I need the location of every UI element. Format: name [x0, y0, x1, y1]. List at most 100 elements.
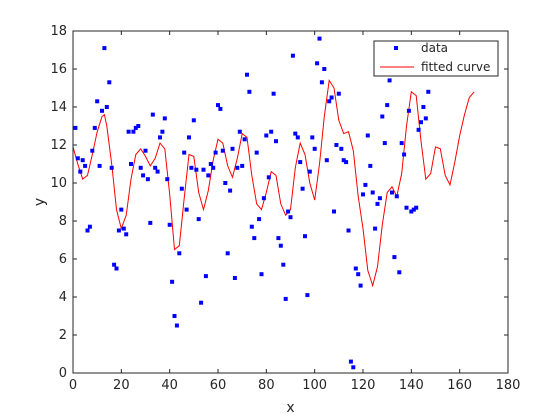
data-point — [303, 234, 307, 239]
plot-area — [73, 31, 508, 373]
data-point — [327, 99, 332, 104]
data-point — [121, 226, 126, 231]
data-point — [322, 67, 327, 71]
data-point — [240, 163, 245, 168]
y-tick-label: 0 — [59, 366, 67, 381]
data-point — [312, 146, 317, 151]
data-point — [290, 53, 295, 58]
data-point — [385, 103, 390, 108]
fitted-curve-line — [72, 78, 475, 288]
data-point — [100, 108, 104, 113]
data-point — [102, 46, 107, 51]
data-point — [421, 105, 426, 109]
y-tick-label: 4 — [59, 290, 67, 305]
data-point — [191, 118, 196, 123]
data-point — [220, 148, 225, 153]
data-point — [404, 205, 409, 210]
data-point — [286, 209, 291, 214]
data-point — [218, 106, 223, 111]
x-tick-label: 40 — [161, 378, 178, 393]
data-point — [416, 127, 421, 132]
data-point — [87, 224, 92, 229]
data-point — [361, 192, 365, 197]
data-point — [172, 314, 177, 318]
x-tick-label: 20 — [113, 378, 130, 393]
legend-data-marker — [394, 46, 398, 50]
data-point — [414, 205, 419, 210]
data-point — [370, 190, 375, 195]
y-tick-label: 6 — [59, 252, 67, 267]
data-point — [419, 120, 423, 125]
data-point — [426, 89, 431, 94]
data-point — [196, 217, 201, 222]
data-point — [274, 139, 278, 144]
data-point — [397, 270, 402, 275]
data-point — [174, 323, 179, 328]
data-points-layer — [73, 36, 431, 370]
y-tick-label: 18 — [50, 24, 67, 39]
data-point — [112, 262, 117, 267]
data-point — [278, 243, 283, 248]
data-point — [216, 103, 220, 108]
y-axis-label: y — [32, 198, 48, 206]
y-tick-label: 12 — [50, 138, 67, 153]
data-point — [83, 163, 88, 168]
data-point — [206, 173, 211, 178]
data-point — [368, 163, 373, 168]
data-point — [90, 148, 95, 153]
data-point — [402, 152, 407, 157]
data-point — [257, 217, 262, 222]
data-point — [254, 150, 259, 155]
data-point — [399, 141, 404, 146]
data-point — [392, 255, 397, 260]
x-tick-label: 120 — [351, 378, 376, 393]
data-point — [344, 160, 349, 165]
data-point — [336, 91, 341, 96]
x-tick-label: 140 — [399, 378, 424, 393]
data-point — [341, 158, 346, 163]
data-point — [114, 266, 119, 271]
data-point — [167, 222, 172, 227]
data-point — [80, 158, 85, 163]
y-axis-ticks: 0 2 4 6 8 10 12 14 16 18 — [50, 24, 508, 381]
data-point — [179, 186, 184, 191]
data-point — [129, 162, 133, 166]
data-point — [259, 272, 264, 277]
data-point — [187, 135, 191, 140]
data-point — [189, 165, 194, 170]
data-point — [160, 129, 165, 134]
data-point — [223, 181, 228, 185]
legend: data fitted curve — [373, 40, 499, 77]
y-tick-label: 14 — [50, 100, 67, 115]
data-point — [237, 129, 242, 134]
data-point — [75, 156, 80, 161]
data-point — [148, 220, 153, 225]
data-point — [109, 165, 114, 170]
data-point — [276, 236, 281, 241]
data-point — [283, 296, 288, 301]
data-point — [353, 266, 358, 271]
data-point — [150, 112, 155, 117]
data-point — [225, 251, 230, 256]
data-point — [329, 95, 334, 100]
legend-curve-label: fitted curve — [421, 60, 490, 74]
data-point — [310, 135, 315, 140]
data-point — [203, 274, 208, 279]
data-point — [307, 169, 312, 174]
data-point — [104, 105, 109, 109]
data-point — [85, 228, 90, 233]
data-point — [107, 80, 112, 85]
data-point — [126, 129, 131, 134]
data-point — [78, 169, 83, 174]
data-point — [269, 129, 274, 134]
data-point — [153, 165, 158, 170]
data-point — [281, 262, 286, 267]
data-point — [73, 125, 78, 130]
data-point — [356, 272, 361, 277]
data-point — [332, 209, 336, 214]
data-point — [315, 61, 320, 66]
fitted-curve-layer — [72, 78, 475, 288]
data-point — [346, 228, 351, 233]
data-point — [170, 279, 175, 284]
